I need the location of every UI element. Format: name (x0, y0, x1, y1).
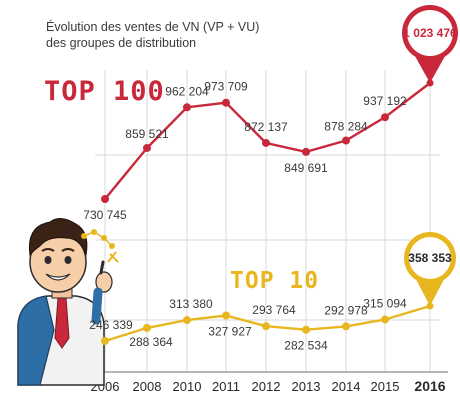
grid-lines (95, 70, 440, 372)
businessman-illustration (17, 218, 119, 386)
data-label: 730 745 (83, 208, 127, 222)
data-label: 313 380 (169, 297, 213, 311)
data-point (101, 337, 109, 345)
data-label: 246 339 (89, 318, 133, 332)
chart-title-line1: Évolution des ventes de VN (VP + VU) (46, 19, 259, 34)
data-point (426, 302, 434, 310)
data-point (302, 325, 310, 334)
data-point (426, 79, 434, 87)
data-point (101, 195, 109, 203)
data-label: 937 192 (363, 94, 407, 108)
data-label: 872 137 (244, 120, 288, 134)
data-point (222, 311, 230, 320)
x-tick-label: 2008 (133, 379, 162, 394)
data-label: 288 364 (129, 335, 173, 349)
data-point (183, 103, 191, 112)
pin-value-label: 1 023 476 (403, 26, 457, 40)
x-axis: 2006 2008 2010 2011 2012 2013 2014 2015 2016 (88, 371, 448, 394)
data-label: 973 709 (204, 80, 248, 94)
data-point (302, 147, 310, 156)
series-big-labels: TOP 100 TOP 10 (44, 76, 319, 294)
value-pin: 1 023 476 (402, 5, 458, 87)
data-label: 327 927 (208, 325, 252, 339)
series-label-top10: TOP 10 (230, 268, 319, 294)
data-point (262, 138, 270, 147)
data-point (342, 322, 350, 331)
data-point (342, 136, 350, 145)
x-tick-label: 2013 (292, 379, 321, 394)
data-point (143, 143, 151, 152)
data-label: 315 094 (363, 297, 407, 311)
x-tick-label: 2014 (332, 379, 361, 394)
chart-title-line2: des groupes de distribution (46, 36, 196, 50)
data-label: 293 764 (252, 303, 296, 317)
data-label: 282 534 (284, 339, 328, 353)
data-point (381, 113, 389, 122)
pin-inner (407, 10, 453, 56)
pin-tail (414, 55, 446, 83)
pin-tail (415, 278, 445, 306)
x-tick-label: 2012 (252, 379, 281, 394)
data-label: 962 204 (165, 84, 209, 98)
series-top10 (101, 304, 431, 345)
pin-inner (409, 237, 451, 279)
data-point (381, 315, 389, 324)
x-tick-label: 2010 (173, 379, 202, 394)
data-label: 849 691 (284, 161, 328, 175)
x-tick-label: 2011 (212, 379, 240, 394)
end-pins: 1 023 476 358 353 (402, 5, 458, 310)
data-point (262, 322, 270, 331)
series-label-top100: TOP 100 (44, 76, 165, 107)
pin-value-label: 358 353 (408, 251, 452, 265)
value-pin: 358 353 (404, 232, 456, 310)
x-tick-label: 2015 (371, 379, 400, 394)
data-label: 859 521 (125, 127, 169, 141)
x-tick-label: 2016 (414, 378, 445, 394)
data-point (222, 98, 230, 107)
series-top100 (101, 82, 431, 203)
data-point (143, 323, 151, 332)
data-label: 878 284 (324, 120, 368, 134)
data-label: 292 978 (324, 303, 368, 317)
data-point (183, 316, 191, 325)
